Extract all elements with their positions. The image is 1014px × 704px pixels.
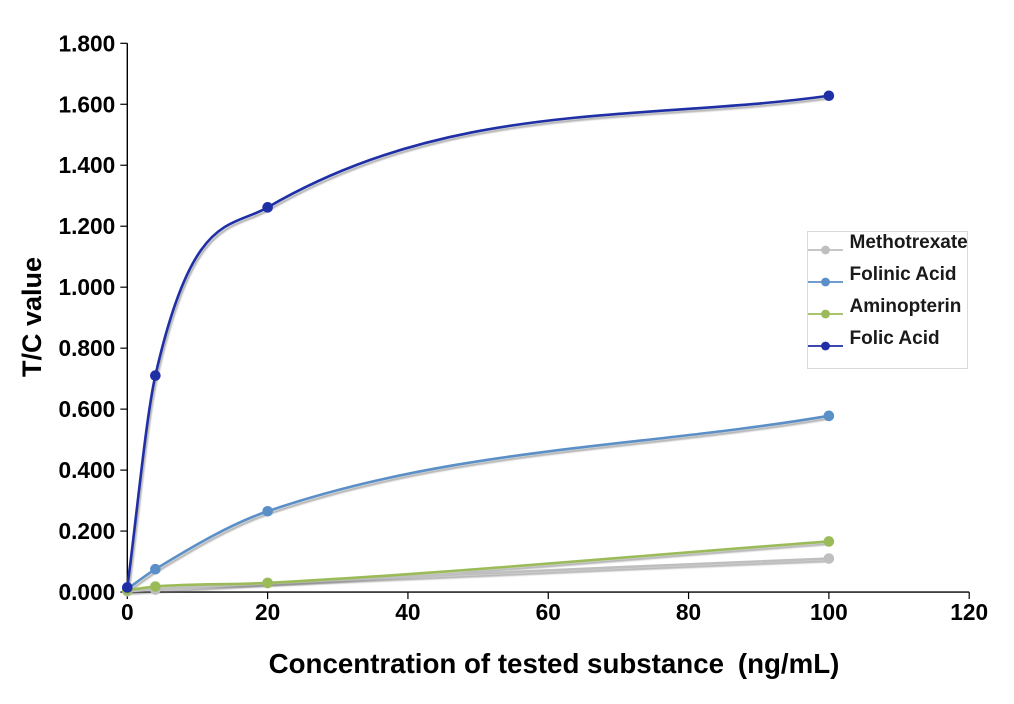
- svg-text:1.800: 1.800: [59, 30, 116, 56]
- svg-text:40: 40: [395, 599, 420, 625]
- svg-text:0.200: 0.200: [59, 518, 116, 544]
- svg-text:0: 0: [121, 599, 134, 625]
- svg-text:20: 20: [255, 599, 280, 625]
- svg-text:100: 100: [810, 599, 848, 625]
- svg-text:120: 120: [950, 599, 988, 625]
- svg-text:1.600: 1.600: [59, 91, 116, 117]
- svg-text:80: 80: [676, 599, 701, 625]
- svg-text:0.000: 0.000: [59, 579, 116, 605]
- svg-text:1.400: 1.400: [59, 152, 116, 178]
- svg-text:0.600: 0.600: [59, 396, 116, 422]
- svg-text:1.200: 1.200: [59, 213, 116, 239]
- svg-text:1.000: 1.000: [59, 274, 116, 300]
- svg-text:0.800: 0.800: [59, 335, 116, 361]
- svg-text:0.400: 0.400: [59, 457, 116, 483]
- svg-text:60: 60: [536, 599, 561, 625]
